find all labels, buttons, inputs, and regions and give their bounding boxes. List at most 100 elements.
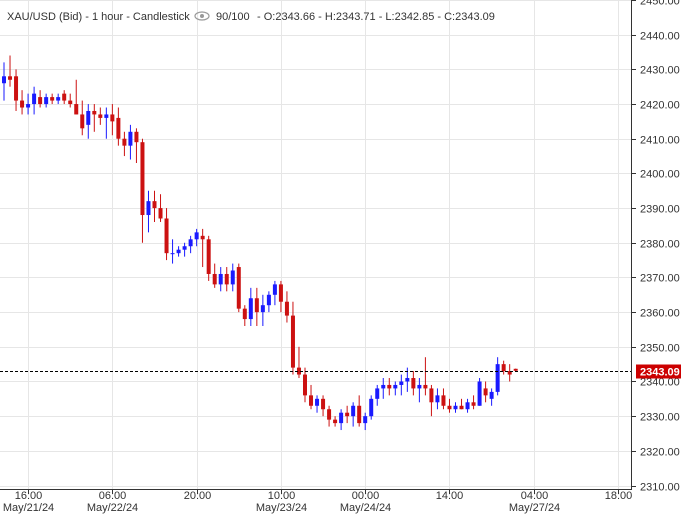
candle-body — [459, 405, 464, 410]
candle — [272, 280, 277, 306]
candle — [8, 55, 13, 87]
candle-body — [465, 402, 470, 410]
current-price-label: 2343.09 — [640, 367, 680, 379]
candle-body — [375, 388, 380, 399]
candle — [134, 128, 139, 163]
candle — [495, 357, 500, 396]
x-tick-label: 16:00 — [15, 490, 43, 502]
candle-body — [38, 97, 43, 105]
candle — [435, 388, 440, 410]
candle — [122, 131, 127, 157]
x-tick-date-label: May/27/24 — [509, 502, 560, 514]
candle — [333, 416, 338, 427]
candle — [248, 287, 253, 326]
candle-body — [230, 270, 235, 285]
candle-body — [176, 249, 181, 254]
candle — [351, 402, 356, 427]
y-axis-ticks: 2310.00 2320.00 2330.00 2340.00 2350.00 2360.… — [631, 0, 680, 494]
candle — [68, 93, 73, 108]
candle-body — [8, 76, 13, 80]
candle-body — [116, 117, 121, 139]
candle-body — [32, 93, 37, 105]
x-tick-date-label: May/22/24 — [87, 502, 138, 514]
x-tick-label: 06:00 — [99, 490, 127, 502]
candle-body — [327, 409, 332, 420]
candle-body — [266, 294, 271, 306]
candle — [357, 395, 362, 427]
grid-lines — [0, 0, 631, 489]
candle-body — [405, 378, 410, 382]
current-price-tag: 2343.09 — [636, 364, 681, 379]
candle — [242, 305, 247, 326]
candle — [116, 107, 121, 146]
candle-body — [417, 384, 422, 389]
candle — [44, 93, 49, 108]
visible-range: 90/100 — [216, 11, 250, 23]
candle-body — [477, 381, 482, 406]
candle-body — [44, 97, 49, 105]
candle — [74, 79, 79, 115]
y-tick-label: 2420.00 — [640, 100, 680, 112]
candle — [477, 378, 482, 406]
candle — [399, 374, 404, 396]
candle-body — [471, 402, 476, 406]
candle-body — [423, 384, 428, 389]
candle — [50, 93, 55, 105]
candle-body — [182, 246, 187, 250]
candle-body — [411, 378, 416, 389]
candle-body — [441, 395, 446, 406]
candle — [14, 69, 19, 111]
candle-body — [351, 405, 356, 417]
y-tick-label: 2440.00 — [640, 31, 680, 43]
candle — [230, 263, 235, 292]
candle-body — [345, 412, 350, 417]
candle-body — [62, 93, 67, 101]
candle — [423, 357, 428, 396]
y-tick-label: 2360.00 — [640, 308, 680, 320]
symbol-title: XAU/USD (Bid) - 1 hour - Candlestick — [7, 11, 190, 23]
candle-body — [453, 405, 458, 410]
candle-body — [399, 381, 404, 385]
candle-body — [104, 114, 109, 118]
x-tick-date-label: May/23/24 — [256, 502, 307, 514]
candle-body — [98, 114, 103, 118]
y-tick-label: 2400.00 — [640, 169, 680, 181]
candle-body — [339, 412, 344, 424]
candle-body — [2, 76, 6, 84]
candle — [20, 90, 25, 115]
candle — [80, 100, 85, 136]
candle — [411, 371, 416, 396]
candle — [98, 107, 103, 125]
y-tick-label: 2320.00 — [640, 447, 680, 459]
candle — [26, 93, 31, 115]
candle-body — [303, 374, 307, 396]
candle-body — [272, 284, 277, 295]
candle — [453, 402, 458, 413]
candle — [212, 263, 217, 288]
candle — [128, 124, 133, 160]
candles — [2, 55, 518, 431]
y-tick-label: 2370.00 — [640, 273, 680, 285]
candle — [2, 62, 6, 101]
candle-body — [242, 308, 247, 320]
y-tick-label: 2390.00 — [640, 204, 680, 216]
candle — [387, 378, 392, 396]
candle — [393, 381, 398, 396]
candle — [447, 398, 452, 413]
candle-body — [14, 76, 19, 101]
candle-body — [296, 367, 301, 375]
candle — [339, 409, 344, 431]
candle-body — [224, 273, 229, 285]
y-tick-label: 2450.00 — [640, 0, 680, 8]
eye-icon[interactable] — [194, 11, 210, 21]
candle-body — [170, 253, 175, 255]
candle — [224, 267, 229, 292]
candle — [296, 346, 301, 379]
candle — [236, 263, 241, 313]
x-tick-date-label: May/24/24 — [340, 502, 391, 514]
candle — [327, 405, 332, 427]
candle — [38, 90, 43, 108]
